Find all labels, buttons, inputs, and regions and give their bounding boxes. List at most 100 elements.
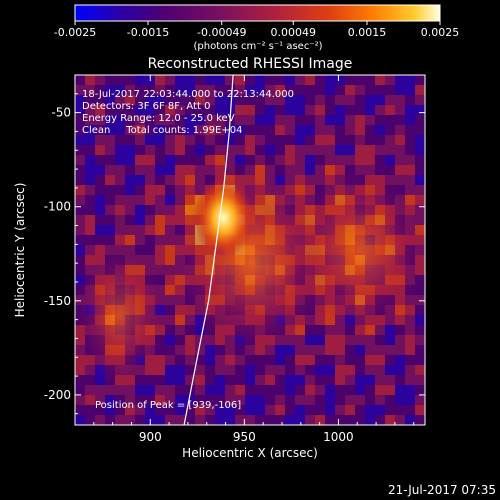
heatmap-cell	[305, 105, 315, 115]
heatmap-cell	[205, 365, 215, 375]
heatmap-cell	[355, 115, 365, 125]
heatmap-cell	[385, 155, 395, 165]
heatmap-cell	[95, 175, 105, 185]
heatmap-cell	[85, 175, 95, 185]
heatmap-cell	[415, 315, 425, 325]
heatmap-cell	[375, 165, 385, 175]
heatmap-cell	[265, 385, 275, 395]
heatmap-cell	[95, 135, 105, 145]
heatmap-cell	[405, 165, 415, 175]
heatmap-cell	[415, 105, 425, 115]
heatmap-cell	[295, 95, 305, 105]
heatmap-cell	[155, 235, 165, 245]
heatmap-cell	[75, 155, 85, 165]
heatmap-cell	[405, 385, 415, 395]
heatmap-cell	[115, 395, 125, 405]
heatmap-cell	[85, 395, 95, 405]
heatmap-cell	[165, 385, 175, 395]
heatmap-cell	[165, 85, 175, 95]
heatmap-cell	[195, 155, 205, 165]
heatmap-cell	[255, 375, 265, 385]
heatmap-cell	[395, 365, 405, 375]
colorbar-tick-label: 0.0025	[421, 26, 460, 39]
heatmap-cell	[175, 395, 185, 405]
heatmap-cell	[175, 315, 185, 325]
heatmap-cell	[405, 375, 415, 385]
heatmap-cell	[395, 125, 405, 135]
heatmap-cell	[405, 185, 415, 195]
heatmap-cell	[155, 175, 165, 185]
heatmap-cell	[145, 115, 155, 125]
heatmap-cell	[385, 325, 395, 335]
heatmap-cell	[245, 75, 255, 85]
heatmap-cell	[75, 345, 85, 355]
heatmap-cell	[165, 195, 175, 205]
heatmap-cell	[145, 255, 155, 265]
heatmap-cell	[415, 135, 425, 145]
heatmap-cell	[85, 415, 95, 425]
heatmap-cell	[415, 385, 425, 395]
heatmap-cell	[395, 85, 405, 95]
heatmap-cell	[205, 385, 215, 395]
heatmap-cell	[85, 75, 95, 85]
heatmap-cell	[75, 135, 85, 145]
heatmap-cell	[305, 125, 315, 135]
heatmap-cell	[275, 95, 285, 105]
heatmap-cell	[415, 155, 425, 165]
heatmap-cell	[85, 375, 95, 385]
heatmap-cell	[205, 145, 215, 155]
heatmap-cell	[175, 145, 185, 155]
heatmap-cell	[125, 215, 135, 225]
heatmap-cell	[165, 295, 175, 305]
heatmap-cell	[415, 395, 425, 405]
heatmap-cell	[115, 115, 125, 125]
heatmap-cell	[165, 185, 175, 195]
heatmap-cell	[75, 415, 85, 425]
heatmap-cell	[365, 135, 375, 145]
heatmap-cell	[275, 345, 285, 355]
heatmap-cell	[375, 385, 385, 395]
heatmap-cell	[215, 135, 225, 145]
y-tick-label: -100	[44, 200, 71, 214]
heatmap-cell	[325, 145, 335, 155]
heatmap-cell	[345, 345, 355, 355]
colorbar-ticks: -0.0025 -0.0015 -0.00049 0.00049 0.0015 0.002…	[54, 21, 459, 39]
heatmap-cell	[105, 85, 115, 95]
heatmap-cell	[305, 95, 315, 105]
heatmap-cell	[155, 265, 165, 275]
heatmap-cell	[245, 165, 255, 175]
heatmap-cell	[145, 215, 155, 225]
heatmap-cell	[365, 115, 375, 125]
heatmap-cell	[235, 355, 245, 365]
heatmap-cell	[345, 115, 355, 125]
heatmap-cell	[295, 345, 305, 355]
heatmap-cell	[205, 75, 215, 85]
heatmap-cell	[305, 395, 315, 405]
heatmap-cell	[115, 125, 125, 135]
heatmap-cell	[115, 185, 125, 195]
heatmap-cell	[165, 165, 175, 175]
heatmap-cell	[235, 375, 245, 385]
heatmap-cell	[115, 415, 125, 425]
heatmap-cell	[295, 85, 305, 95]
heatmap-cell	[145, 235, 155, 245]
heatmap-cell	[115, 195, 125, 205]
heatmap-cell	[205, 335, 215, 345]
heatmap-cell	[305, 155, 315, 165]
heatmap-cell	[375, 355, 385, 365]
heatmap-cell	[415, 185, 425, 195]
heatmap-cell	[205, 355, 215, 365]
heatmap-cell	[165, 265, 175, 275]
heatmap-cell	[115, 165, 125, 175]
heatmap-cell	[265, 365, 275, 375]
heatmap-cell	[165, 355, 175, 365]
heatmap-cell	[85, 255, 95, 265]
heatmap-cell	[145, 195, 155, 205]
heatmap-cell	[275, 385, 285, 395]
heatmap-cell	[175, 115, 185, 125]
heatmap-cell	[285, 85, 295, 95]
heatmap-cell	[325, 165, 335, 175]
heatmap-cell	[235, 75, 245, 85]
heatmap-cell	[275, 365, 285, 375]
heatmap-cell	[145, 95, 155, 105]
